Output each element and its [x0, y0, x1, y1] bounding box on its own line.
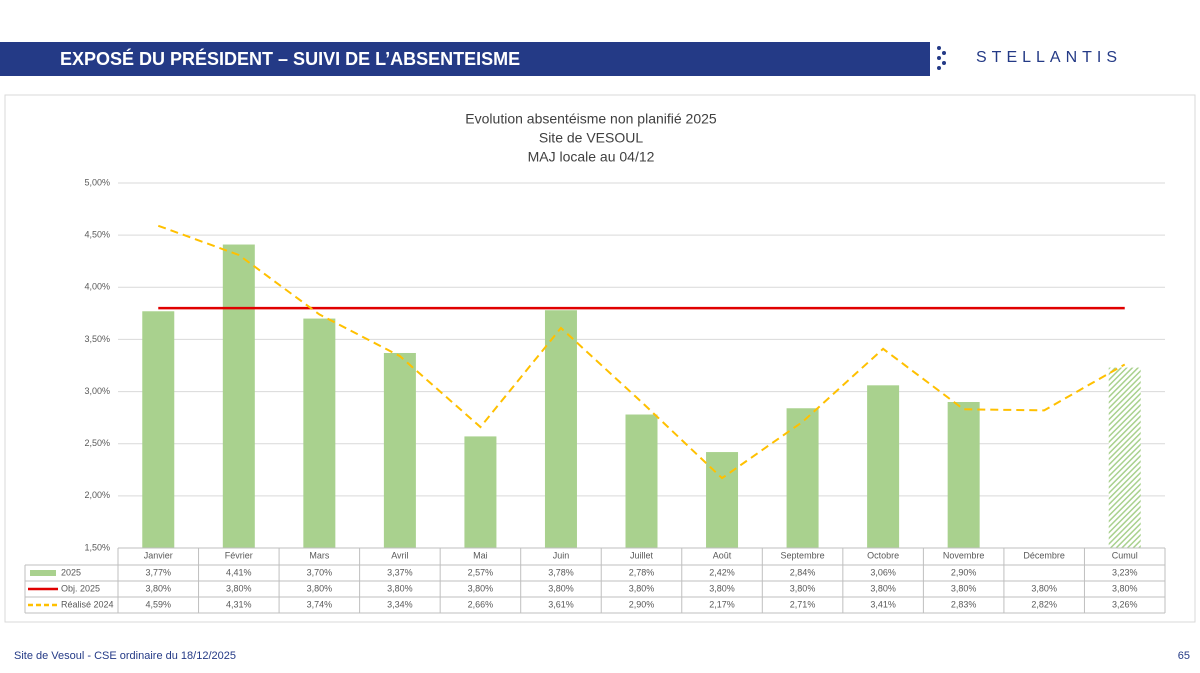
table-value: 3,34% [387, 599, 413, 609]
table-value: 2,71% [790, 599, 816, 609]
x-tick-label: Avril [391, 550, 408, 560]
x-tick-label: Février [225, 550, 253, 560]
table-value: 3,80% [226, 583, 252, 593]
x-tick-label: Décembre [1023, 550, 1065, 560]
bar [786, 408, 819, 548]
chart-frame [4, 94, 1196, 623]
table-value: 2,57% [468, 567, 494, 577]
table-value: 2,82% [1031, 599, 1057, 609]
x-tick-label: Septembre [781, 550, 825, 560]
x-tick-label: Août [713, 550, 732, 560]
table-value: 3,61% [548, 599, 574, 609]
x-tick-label: Mai [473, 550, 488, 560]
header-band: EXPOSÉ DU PRÉSIDENT – SUIVI DE L’ABSENTE… [0, 42, 930, 76]
x-tick-label: Octobre [867, 550, 899, 560]
bar [383, 352, 416, 548]
table-value: 2,90% [629, 599, 655, 609]
bar [222, 244, 255, 548]
table-value: 2,17% [709, 599, 735, 609]
table-value: 2,83% [951, 599, 977, 609]
bar [1108, 367, 1141, 548]
y-tick-label: 2,50% [84, 438, 110, 448]
logo: STELLANTIS [976, 49, 1123, 66]
table-value: 3,80% [1112, 583, 1138, 593]
y-tick-label: 1,50% [84, 542, 110, 552]
table-value: 2,78% [629, 567, 655, 577]
table-value: 4,59% [146, 599, 172, 609]
legend-label: 2025 [61, 567, 81, 577]
table-value: 4,41% [226, 567, 252, 577]
bar [544, 310, 577, 548]
logo-icon [937, 46, 946, 70]
table-value: 2,90% [951, 567, 977, 577]
y-tick-label: 3,50% [84, 334, 110, 344]
table-value: 4,31% [226, 599, 252, 609]
x-tick-label: Juillet [630, 550, 654, 560]
header-title: EXPOSÉ DU PRÉSIDENT – SUIVI DE L’ABSENTE… [60, 49, 521, 69]
x-tick-label: Cumul [1112, 550, 1138, 560]
table-value: 3,06% [870, 567, 896, 577]
table-value: 3,80% [387, 583, 413, 593]
x-tick-label: Janvier [144, 550, 173, 560]
table-value: 3,80% [870, 583, 896, 593]
bar [625, 414, 658, 548]
table-value: 3,80% [468, 583, 494, 593]
x-tick-label: Juin [553, 550, 570, 560]
x-tick-label: Mars [309, 550, 329, 560]
legend-label: Obj. 2025 [61, 583, 100, 593]
table-value: 2,66% [468, 599, 494, 609]
table-value: 3,78% [548, 567, 574, 577]
bar [867, 385, 900, 548]
table-value: 2,84% [790, 567, 816, 577]
y-tick-label: 4,50% [84, 230, 110, 240]
table-value: 2,42% [709, 567, 735, 577]
bar [947, 402, 980, 548]
table-value: 3,80% [146, 583, 172, 593]
line-series [157, 224, 1126, 480]
footer-text: Site de Vesoul - CSE ordinaire du 18/12/… [14, 650, 236, 662]
bar [142, 311, 175, 548]
table-value: 3,37% [387, 567, 413, 577]
table-value: 3,77% [146, 567, 172, 577]
table-value: 3,23% [1112, 567, 1138, 577]
legend-swatch [30, 570, 56, 576]
y-tick-label: 5,00% [84, 177, 110, 187]
table-value: 3,80% [548, 583, 574, 593]
chart-title: Site de VESOUL [539, 130, 643, 146]
bar [464, 436, 497, 548]
table-value: 3,80% [790, 583, 816, 593]
table-value: 3,26% [1112, 599, 1138, 609]
table-value: 3,74% [307, 599, 333, 609]
y-tick-label: 3,00% [84, 386, 110, 396]
table-value: 3,80% [1031, 583, 1057, 593]
chart-title: Evolution absentéisme non planifié 2025 [465, 111, 717, 127]
table-value: 3,80% [629, 583, 655, 593]
chart-title: MAJ locale au 04/12 [528, 149, 655, 165]
table-value: 3,70% [307, 567, 333, 577]
x-tick-label: Novembre [943, 550, 985, 560]
y-tick-label: 4,00% [84, 282, 110, 292]
page-number: 65 [1177, 650, 1190, 662]
table-value: 3,41% [870, 599, 896, 609]
table-value: 3,80% [709, 583, 735, 593]
legend-label: Réalisé 2024 [61, 599, 114, 609]
table-value: 3,80% [307, 583, 333, 593]
table-value: 3,80% [951, 583, 977, 593]
bar [303, 318, 336, 548]
y-tick-label: 2,00% [84, 490, 110, 500]
